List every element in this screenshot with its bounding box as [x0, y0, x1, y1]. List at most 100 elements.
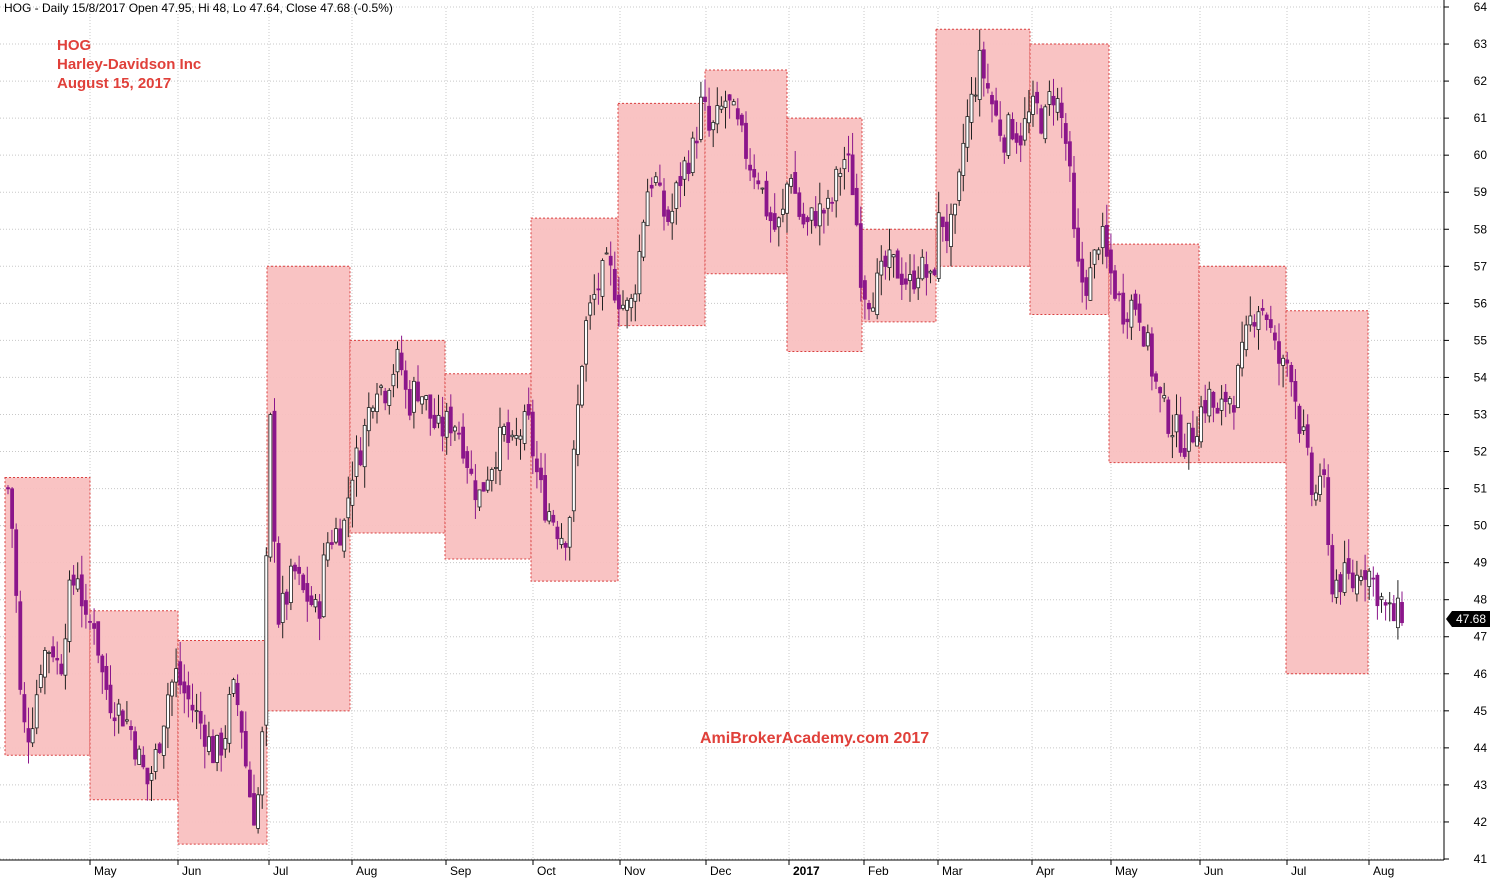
candle-body: [125, 719, 129, 722]
x-tick-label: Aug: [1373, 864, 1394, 878]
candle-body: [1232, 405, 1236, 413]
candle-body: [936, 212, 941, 279]
candle-body: [1273, 332, 1277, 341]
candle-body: [403, 370, 408, 390]
candle-body: [1174, 414, 1179, 433]
candle-body: [686, 162, 691, 175]
candle-body: [1400, 602, 1404, 624]
monthly-range-box: [617, 102, 706, 327]
candle-body: [211, 735, 215, 764]
candle-body: [1076, 227, 1080, 262]
x-tick-label: Feb: [868, 864, 889, 878]
candle-body: [428, 394, 433, 419]
candle-body: [604, 252, 609, 255]
candle-body: [653, 176, 658, 183]
candle-body: [1338, 574, 1343, 593]
candle-body: [362, 425, 367, 468]
candle-body: [1035, 91, 1039, 104]
candle-body: [1154, 373, 1158, 382]
monthly-range-box: [1108, 243, 1200, 464]
candle-body: [986, 83, 990, 89]
monthly-range-box: [89, 610, 179, 801]
candle-body: [580, 365, 584, 406]
candle-body: [485, 479, 490, 491]
y-tick-label: 55: [1474, 333, 1488, 347]
candle-body: [904, 278, 908, 285]
candle-body: [760, 187, 765, 190]
candle-body: [469, 468, 474, 474]
candle-body: [178, 661, 183, 686]
candle-body: [817, 203, 822, 227]
candle-body: [973, 94, 978, 97]
candle-body: [637, 251, 642, 295]
candle-body: [1219, 398, 1224, 411]
candle-body: [731, 101, 736, 106]
candle-body: [1002, 137, 1007, 153]
candle-body: [785, 183, 789, 214]
candle-body: [342, 519, 347, 552]
candle-body: [297, 566, 302, 574]
candle-body: [120, 710, 125, 727]
candle-body: [768, 212, 773, 222]
candle-body: [219, 732, 224, 756]
candle-body: [813, 211, 818, 227]
candle-body: [1383, 602, 1388, 606]
candle-body: [379, 385, 384, 388]
candle-body: [994, 100, 998, 116]
candle-body: [498, 426, 502, 471]
candle-body: [231, 679, 236, 694]
candle-body: [30, 728, 35, 744]
candle-body: [551, 514, 556, 523]
candle-body: [1236, 365, 1240, 409]
candle-body: [1199, 406, 1203, 443]
candle-body: [506, 422, 511, 443]
candle-body: [539, 467, 543, 481]
candle-body: [116, 703, 121, 716]
candle-body: [842, 159, 847, 170]
candle-body: [1055, 98, 1060, 113]
candle-body: [448, 406, 453, 434]
candle-body: [502, 426, 507, 435]
candle-body: [325, 542, 330, 561]
candle-body: [781, 208, 785, 215]
candle-body: [223, 738, 228, 750]
candle-body: [1137, 303, 1142, 323]
candle-body: [272, 410, 277, 542]
candle-body: [252, 793, 256, 826]
candle-body: [1010, 118, 1015, 140]
candle-body: [489, 469, 494, 481]
candle-body: [1293, 381, 1298, 402]
candle-body: [621, 304, 625, 309]
candle-body: [666, 209, 670, 222]
x-tick-label: Sep: [450, 864, 472, 878]
candle-body: [1367, 570, 1372, 587]
candle-body: [932, 269, 937, 276]
candle-body: [10, 488, 15, 529]
candle-body: [71, 574, 76, 586]
candle-body: [719, 105, 724, 110]
candle-body: [1281, 357, 1285, 366]
y-tick-label: 61: [1474, 111, 1488, 125]
candle-body: [711, 122, 716, 131]
y-tick-label: 64: [1474, 0, 1488, 14]
candle-body: [1244, 324, 1249, 351]
candle-body: [174, 668, 179, 683]
candle-body: [1186, 422, 1191, 452]
candle-body: [1150, 333, 1154, 377]
candle-body: [1207, 388, 1212, 417]
candle-body: [990, 95, 994, 105]
monthly-range-box: [4, 476, 91, 756]
candle-body: [1051, 95, 1056, 106]
candle-body: [1379, 596, 1384, 600]
y-tick-label: 62: [1474, 74, 1488, 88]
candle-body: [59, 663, 64, 675]
candle-body: [18, 601, 23, 690]
candle-body: [633, 293, 638, 302]
candle-body: [776, 217, 781, 228]
y-tick-label: 51: [1474, 482, 1488, 496]
y-tick-label: 43: [1474, 778, 1488, 792]
y-tick-label: 47: [1474, 630, 1488, 644]
candle-body: [334, 528, 338, 543]
monthly-range-box: [530, 217, 619, 582]
